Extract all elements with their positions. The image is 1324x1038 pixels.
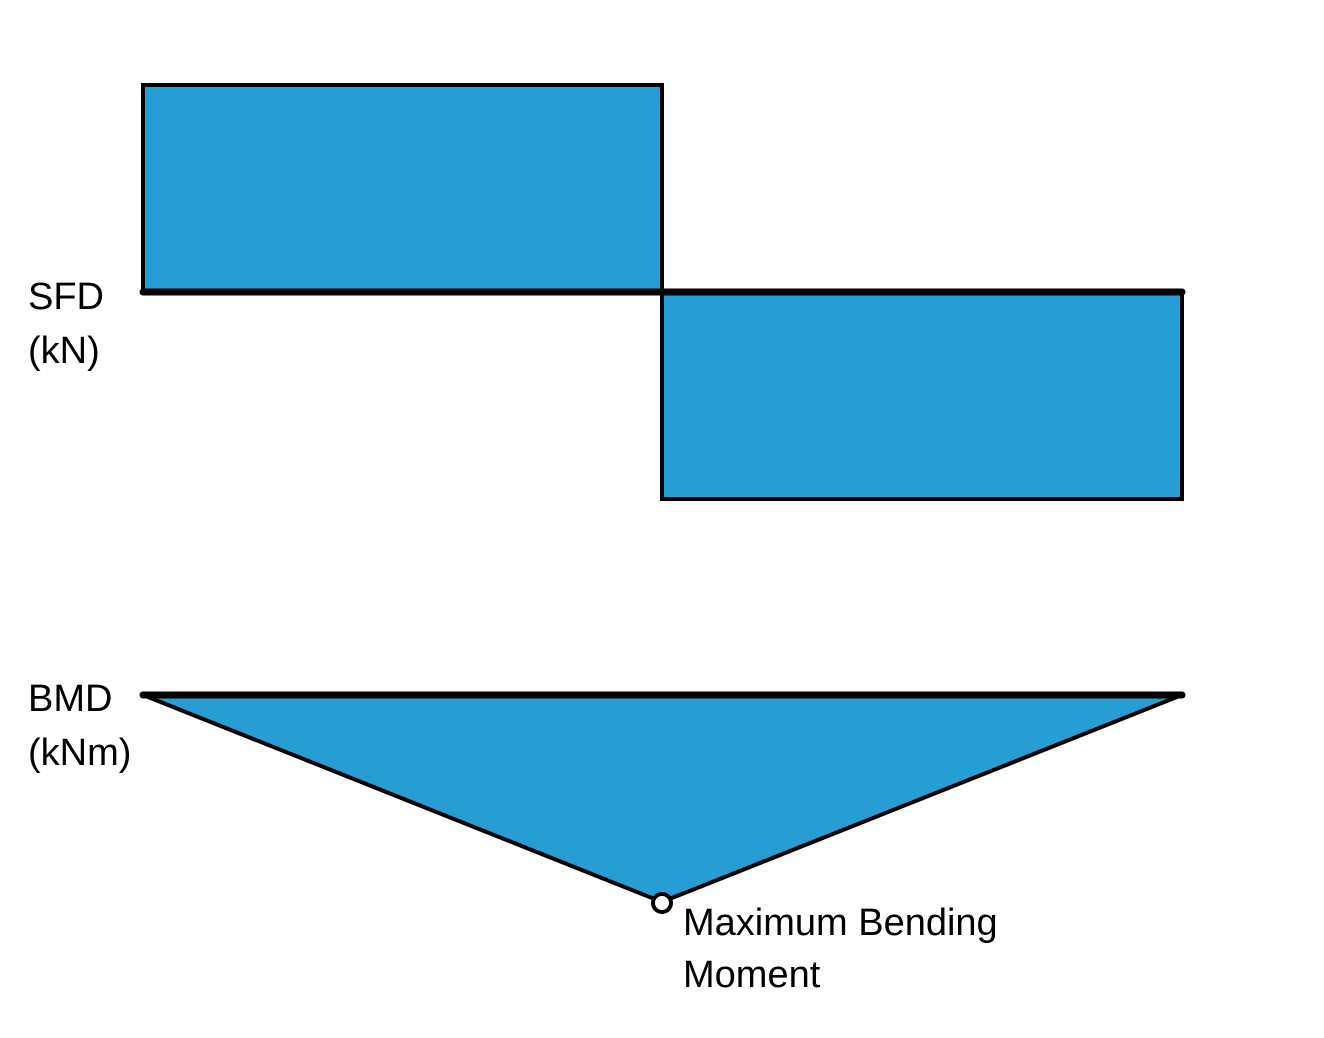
- sfd-label-line1: SFD: [28, 276, 104, 318]
- max-moment-annotation: Maximum Bending Moment: [683, 897, 998, 1001]
- max-moment-marker: [651, 892, 673, 914]
- shear-force-diagram: [139, 83, 1186, 501]
- bending-moment-diagram: [139, 691, 1186, 914]
- max-moment-line2: Moment: [683, 954, 821, 996]
- bmd-label-line2: (kNm): [28, 732, 132, 774]
- sfd-negative-block: [660, 290, 1184, 501]
- sfd-axis-label: SFD (kN): [28, 270, 104, 378]
- bmd-triangle: [142, 693, 1183, 905]
- sfd-positive-block: [141, 83, 664, 294]
- sfd-label-line2: (kN): [28, 330, 100, 372]
- max-moment-line1: Maximum Bending: [683, 902, 998, 944]
- bmd-axis-label: BMD (kNm): [28, 672, 131, 780]
- bmd-label-line1: BMD: [28, 678, 113, 720]
